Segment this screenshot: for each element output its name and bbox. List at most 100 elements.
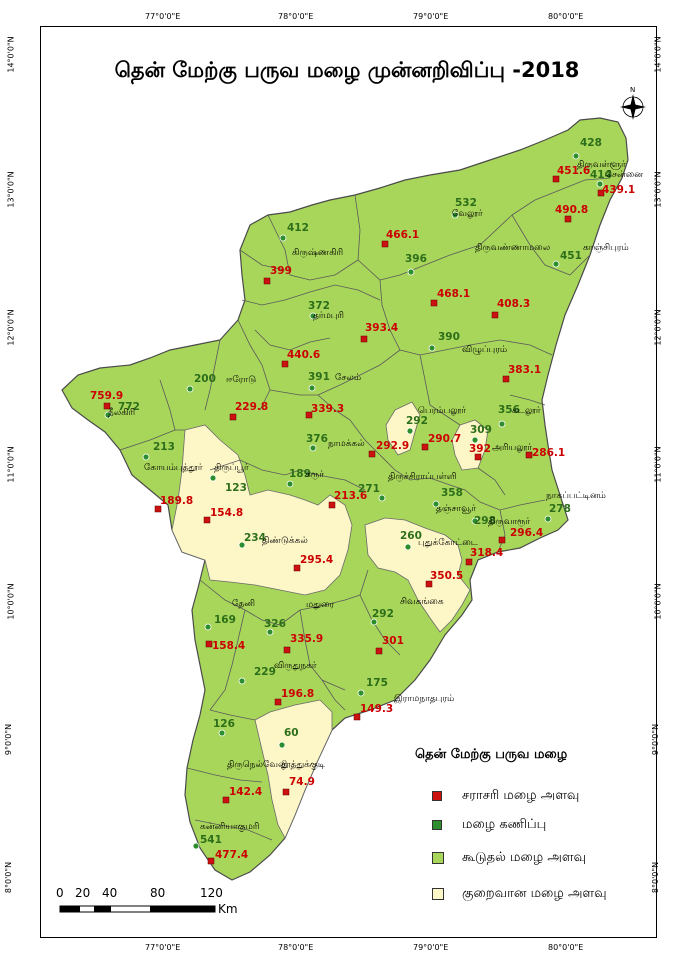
district-label: வேலூர் [452, 209, 483, 219]
green-square-icon [432, 820, 442, 830]
normal-value: 292.9 [376, 440, 409, 452]
forecast-value: 169 [214, 614, 236, 626]
normal-marker [282, 788, 290, 796]
district-label: திருவள்ளூர் [577, 160, 626, 170]
forecast-value: 271 [358, 483, 380, 495]
normal-value: 440.6 [287, 349, 320, 361]
forecast-value: 326 [264, 618, 286, 630]
district-label: அரியலூர் [492, 443, 532, 453]
forecast-markers [104, 152, 604, 850]
forecast-value: 391 [308, 371, 330, 383]
forecast-value: 298 [474, 515, 496, 527]
district-label: நாமக்கல் [328, 439, 365, 449]
legend-label: குறைவான மழை அளவு [462, 886, 607, 901]
legend-label: சராசரி மழை அளவு [462, 788, 580, 803]
district-label: இராமநாதபுரம் [394, 694, 454, 704]
forecast-value: 428 [580, 137, 602, 149]
normal-value: 318.4 [470, 547, 503, 559]
forecast-value: 414 [590, 169, 612, 181]
district-label: திருவண்ணாமலை [475, 243, 550, 253]
scale-label: 120 [200, 886, 223, 900]
district-label: கரூர் [305, 470, 324, 480]
normal-marker [430, 299, 438, 307]
region-below-normal-pudukottai [364, 517, 471, 633]
legend-item-below: குறைவான மழை அளவு [432, 886, 607, 902]
normal-value: 393.4 [365, 322, 398, 334]
forecast-value: 309 [470, 424, 492, 436]
district-label: கடலூர் [512, 406, 541, 416]
forecast-value: 60 [284, 727, 299, 739]
lon-tick-bottom: 77°0'0"E [145, 943, 181, 952]
normal-marker [205, 640, 213, 648]
lon-tick-bottom: 79°0'0"E [413, 943, 449, 952]
normal-value: 383.1 [508, 364, 541, 376]
district-label: நீலகிரி [108, 408, 135, 418]
forecast-value: 200 [194, 373, 216, 385]
forecast-value: 451 [560, 250, 582, 262]
forecast-value: 175 [366, 677, 388, 689]
legend-item-forecast: மழை கணிப்பு [432, 817, 546, 833]
normal-value: 296.4 [510, 527, 543, 539]
normal-value: 466.1 [386, 229, 419, 241]
legend-item-above: கூடுதல் மழை அளவு [432, 850, 586, 866]
district-label: திருநெல்வேலி [227, 760, 287, 770]
normal-marker [283, 646, 291, 654]
forecast-value: 189 [289, 468, 311, 480]
district-label: கிருஷ்ணகிரி [292, 248, 343, 258]
normal-marker [597, 189, 605, 197]
scale-unit: Km [218, 902, 238, 916]
legend-label: மழை கணிப்பு [462, 817, 547, 832]
district-label: நாகப்பட்டினம் [546, 491, 606, 501]
scale-label: 80 [150, 886, 166, 900]
forecast-value: 396 [405, 253, 427, 265]
forecast-value: 229 [254, 666, 276, 678]
red-square-icon [432, 791, 442, 801]
scale-label: 40 [102, 886, 118, 900]
forecast-value: 260 [400, 530, 422, 542]
normal-value: 196.8 [281, 688, 314, 700]
normal-rainfall-markers [103, 175, 605, 865]
legend-item-normal: சராசரி மழை அளவு [432, 788, 579, 804]
district-label: தூத்துக்குடி [281, 760, 326, 771]
normal-value: 490.8 [555, 204, 588, 216]
normal-marker [425, 580, 433, 588]
lon-tick-bottom: 80°0'0"E [548, 943, 584, 952]
lon-tick-top: 79°0'0"E [413, 12, 449, 21]
normal-marker [274, 698, 282, 706]
forecast-value: 376 [306, 433, 328, 445]
normal-value: 142.4 [229, 786, 262, 798]
normal-value: 335.9 [290, 633, 323, 645]
normal-marker [203, 516, 211, 524]
normal-marker [353, 713, 361, 721]
forecast-value: 123 [225, 482, 247, 494]
normal-value: 158.4 [212, 640, 245, 652]
district-label: கன்னியாகுமரி [200, 822, 259, 833]
normal-marker [263, 277, 271, 285]
forecast-value: 278 [549, 503, 571, 515]
district-boundaries [119, 177, 611, 841]
normal-marker [502, 375, 510, 383]
normal-value: 468.1 [437, 288, 470, 300]
normal-marker [491, 311, 499, 319]
district-label: பெரம்பலூர் [418, 406, 466, 416]
forecast-value: 234 [244, 532, 266, 544]
scale-label: 0 [56, 886, 64, 900]
district-label: திருப்பூர் [214, 463, 249, 473]
forecast-value: 412 [287, 222, 309, 234]
district-label: சேலம் [335, 373, 361, 383]
forecast-value: 772 [118, 401, 140, 413]
normal-value: 229.8 [235, 401, 268, 413]
district-label: தஞ்சாவூர் [436, 504, 476, 514]
district-label: சிவகங்கை [400, 597, 444, 607]
lon-tick-top: 80°0'0"E [548, 12, 584, 21]
region-below-normal-perambalur [385, 401, 421, 456]
normal-value: 286.1 [532, 447, 565, 459]
scale-label: 20 [75, 886, 91, 900]
forecast-value: 390 [438, 331, 460, 343]
forecast-value: 292 [372, 608, 394, 620]
forecast-value: 532 [455, 197, 477, 209]
normal-marker [293, 564, 301, 572]
lon-tick-top: 77°0'0"E [145, 12, 181, 21]
normal-value: 439.1 [602, 184, 635, 196]
normal-marker [381, 240, 389, 248]
